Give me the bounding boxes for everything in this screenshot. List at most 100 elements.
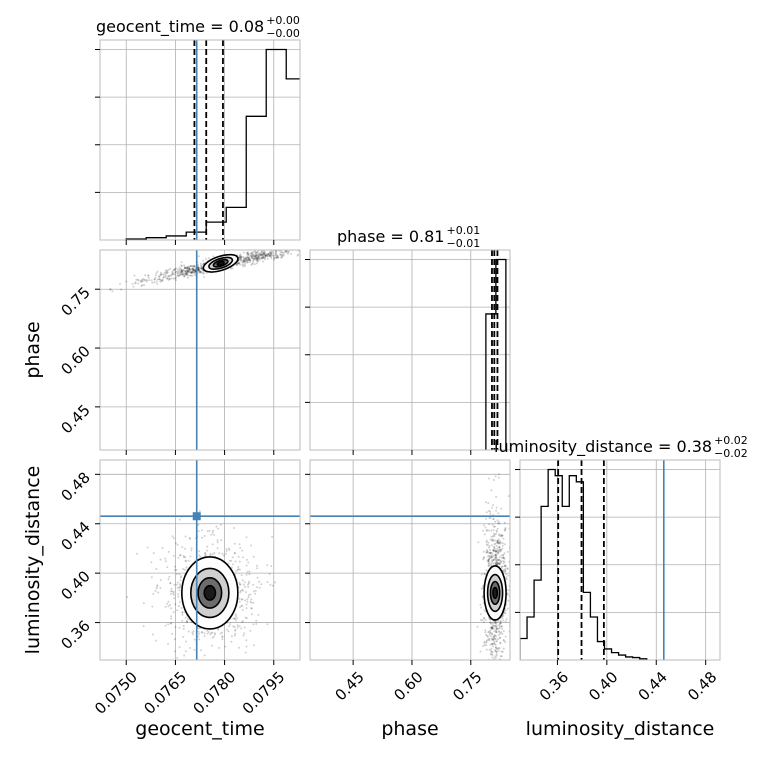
scatter-point [491, 686, 493, 688]
scatter-point [243, 626, 246, 629]
scatter-point [261, 257, 264, 260]
scatter-point [325, 243, 327, 245]
scatter-point [142, 602, 145, 605]
scatter-point [256, 260, 259, 263]
scatter-point [192, 264, 195, 267]
scatter-point [161, 280, 164, 283]
scatter-point [247, 259, 250, 261]
scatter-point [496, 559, 498, 562]
scatter-point [190, 274, 193, 277]
y-axis-label-phase: phase [22, 321, 44, 378]
scatter-point [491, 625, 494, 628]
scatter-point [494, 643, 497, 646]
scatter-point [276, 256, 279, 259]
scatter-point [488, 554, 491, 557]
scatter-point [257, 613, 260, 616]
scatter-point [184, 270, 187, 272]
scatter-point [268, 254, 271, 257]
scatter-point [258, 258, 261, 261]
scatter-point [186, 270, 189, 273]
scatter-point [250, 598, 253, 601]
scatter-point [239, 263, 241, 266]
scatter-point [247, 257, 250, 260]
scatter-point [156, 278, 159, 281]
scatter-point [180, 271, 183, 274]
scatter-point [191, 274, 194, 277]
scatter-point [485, 633, 487, 636]
axis-ticks [95, 49, 275, 245]
scatter-point [239, 591, 242, 594]
scatter-point [498, 562, 501, 564]
scatter-point [199, 271, 202, 274]
scatter-point [250, 613, 253, 616]
scatter-point [217, 527, 220, 530]
scatter-point [501, 534, 504, 537]
scatter-point [240, 598, 243, 601]
scatter-point [221, 635, 224, 638]
scatter-point [269, 583, 272, 586]
axes-frame [99, 39, 301, 241]
scatter-point [177, 275, 180, 277]
scatter-point [197, 627, 200, 630]
scatter-point [179, 576, 182, 579]
scatter-point [488, 648, 491, 651]
scatter-point [126, 596, 129, 598]
scatter-point [494, 665, 496, 667]
scatter-point [492, 686, 494, 688]
scatter-point [282, 246, 284, 248]
scatter-point [169, 267, 172, 270]
scatter-point [194, 270, 197, 273]
scatter-point [182, 625, 185, 627]
scatter-point [482, 529, 485, 532]
err-minus: −0.01 [446, 237, 480, 250]
scatter-point [192, 268, 195, 271]
scatter-point [499, 641, 502, 644]
scatter-point [257, 253, 260, 256]
scatter-point [185, 266, 188, 269]
scatter-point [261, 254, 264, 257]
scatter-point [490, 651, 493, 654]
scatter-point [184, 266, 187, 269]
scatter-point [233, 634, 236, 637]
scatter-point [503, 521, 506, 524]
axes-frame [99, 249, 301, 451]
scatter-point [486, 634, 489, 637]
scatter-point [246, 256, 249, 259]
scatter-point [166, 272, 168, 274]
scatter-point [168, 275, 170, 277]
scatter-point [240, 255, 243, 258]
scatter-point [263, 251, 266, 254]
scatter-point [239, 256, 242, 259]
scatter-point [191, 267, 194, 270]
scatter-point [276, 248, 278, 250]
scatter-point [197, 268, 200, 270]
scatter-point [494, 631, 497, 634]
y-axis-label-luminosity-distance: luminosity_distance [22, 466, 44, 655]
scatter-point [183, 274, 186, 277]
scatter-point [492, 518, 495, 521]
scatter-point [504, 527, 507, 529]
scatter-point [496, 539, 499, 542]
scatter-point [170, 615, 173, 618]
grid-lines [100, 250, 300, 450]
scatter-point [280, 254, 283, 257]
scatter-point [167, 550, 170, 553]
scatter-point [188, 267, 191, 270]
scatter-point [254, 251, 257, 254]
scatter-point [243, 257, 246, 260]
scatter-point [252, 255, 255, 257]
panel-hist-luminosity-distance: 0.36 0.40 0.44 0.48 luminosity_distance = 0… [494, 434, 748, 704]
scatter-point [219, 632, 222, 635]
scatter-point [156, 585, 159, 588]
scatter-point [169, 593, 172, 595]
scatter-point [504, 641, 507, 644]
scatter-point [180, 270, 183, 272]
scatter-point [181, 273, 184, 276]
scatter-point [164, 624, 167, 627]
scatter-point [184, 547, 186, 550]
scatter-point [262, 256, 265, 259]
scatter-point [241, 260, 244, 263]
scatter-point [264, 254, 267, 257]
scatter-point [228, 549, 231, 551]
scatter-point [256, 253, 259, 256]
